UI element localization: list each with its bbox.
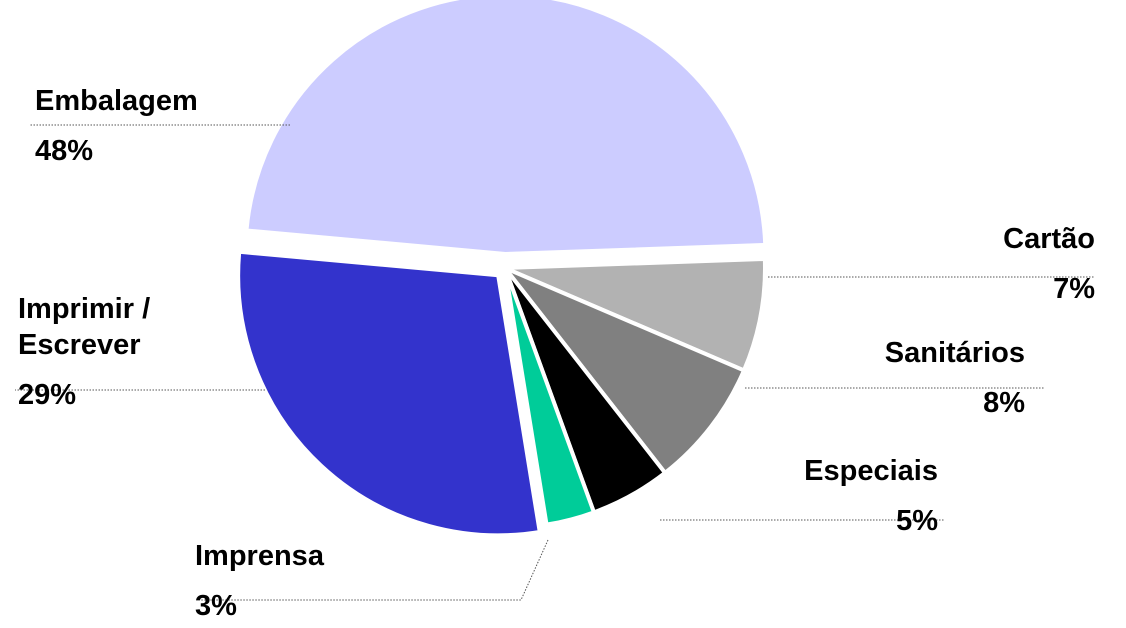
category-label-line: Embalagem (35, 85, 198, 117)
category-label-line: Imprimir / (18, 293, 150, 325)
category-label-line: Escrever (18, 329, 141, 361)
value-label: 29% (18, 379, 76, 411)
pie-slice (236, 249, 543, 538)
category-label: Embalagem (35, 85, 198, 117)
pie-slice (504, 256, 767, 374)
leader-line (200, 539, 549, 601)
category-label-line: Imprensa (195, 540, 325, 572)
value-label: 48% (35, 135, 93, 167)
pie-slice (503, 266, 747, 476)
category-label: Imprensa (195, 540, 325, 572)
category-label: Sanitários (885, 337, 1025, 369)
pie-slice (244, 0, 768, 257)
category-label-line: Especiais (804, 455, 938, 487)
value-label: 8% (983, 387, 1025, 419)
category-label: Imprimir / Escrever (18, 293, 150, 361)
pie-slice (503, 267, 597, 527)
category-label-line: Cartão (1003, 223, 1095, 255)
value-label: 7% (1053, 273, 1095, 305)
value-label: 5% (896, 505, 938, 537)
category-label-line: Sanitários (885, 337, 1025, 369)
category-label: Cartão (1003, 223, 1095, 255)
value-label: 3% (195, 590, 237, 622)
category-label: Especiais (804, 455, 938, 487)
